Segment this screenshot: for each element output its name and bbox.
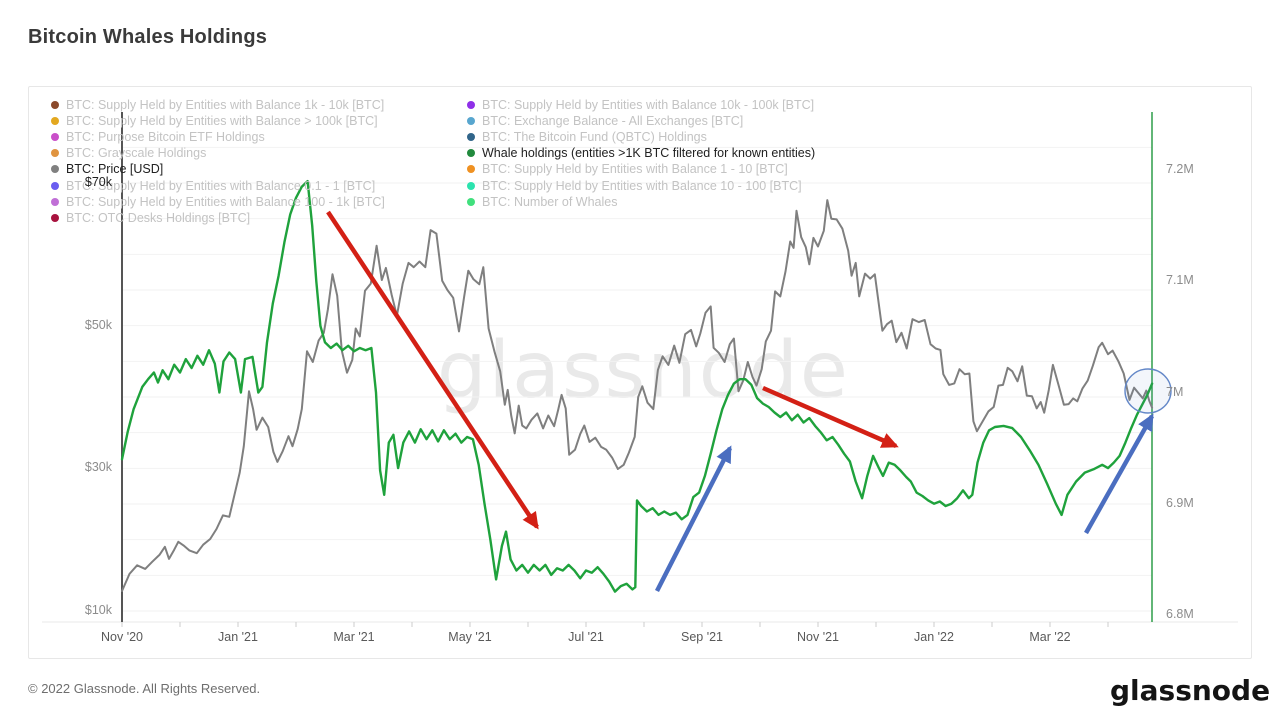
- legend-label: BTC: Grayscale Holdings: [66, 146, 207, 161]
- legend-label: BTC: Supply Held by Entities with Balanc…: [66, 98, 385, 113]
- legend-item[interactable]: BTC: Supply Held by Entities with Balanc…: [51, 177, 385, 193]
- legend-dot-icon: [51, 117, 59, 126]
- y-axis-label-holdings: 7M: [1166, 384, 1184, 399]
- legend-label: BTC: OTC Desks Holdings [BTC]: [66, 210, 251, 225]
- glassnode-logo: glassnode: [1110, 674, 1271, 707]
- legend-dot-icon: [467, 197, 475, 206]
- y-axis-label-holdings: 6.9M: [1166, 495, 1194, 510]
- legend-label: BTC: Supply Held by Entities with Balanc…: [66, 114, 378, 129]
- legend-item[interactable]: BTC: Exchange Balance - All Exchanges [B…: [467, 113, 815, 129]
- legend-label: Whale holdings (entities >1K BTC filtere…: [482, 146, 816, 161]
- legend-right-column: BTC: Supply Held by Entities with Balanc…: [467, 97, 815, 210]
- legend-item[interactable]: BTC: Supply Held by Entities with Balanc…: [51, 113, 385, 129]
- legend-label: BTC: Supply Held by Entities with Balanc…: [66, 194, 385, 209]
- legend-item[interactable]: BTC: Price [USD]: [51, 161, 385, 177]
- legend-dot-icon: [51, 101, 59, 110]
- x-axis-label: Nov '20: [101, 630, 143, 644]
- legend-item[interactable]: BTC: Grayscale Holdings: [51, 145, 385, 161]
- legend-dot-icon: [467, 133, 475, 142]
- legend-dot-icon: [467, 181, 475, 190]
- legend-left-column: BTC: Supply Held by Entities with Balanc…: [51, 97, 385, 226]
- highlight-circle: [1124, 368, 1172, 414]
- legend-dot-icon: [467, 101, 475, 110]
- legend-item[interactable]: BTC: Purpose Bitcoin ETF Holdings: [51, 129, 385, 145]
- y-axis-label-price: $30k: [84, 460, 112, 475]
- legend-item[interactable]: BTC: Supply Held by Entities with Balanc…: [51, 97, 385, 113]
- legend-item[interactable]: BTC: Supply Held by Entities with Balanc…: [467, 161, 815, 177]
- legend-dot-icon: [467, 165, 475, 174]
- legend-item[interactable]: BTC: Supply Held by Entities with Balanc…: [467, 97, 815, 113]
- trend-arrow-downtrend-late-2021: [762, 385, 899, 449]
- y-axis-label-holdings: 7.2M: [1166, 162, 1194, 176]
- x-axis-label: Sep '21: [680, 630, 723, 644]
- legend-item[interactable]: BTC: Supply Held by Entities with Balanc…: [51, 194, 385, 210]
- legend-item[interactable]: BTC: Number of Whales: [467, 194, 815, 210]
- legend-item[interactable]: BTC: Supply Held by Entities with Balanc…: [467, 177, 815, 193]
- y-axis-label-price: $10k: [84, 603, 112, 617]
- x-axis-label: Mar '21: [333, 630, 375, 644]
- legend-label: BTC: Supply Held by Entities with Balanc…: [482, 178, 802, 193]
- copyright-text: © 2022 Glassnode. All Rights Reserved.: [28, 681, 261, 696]
- legend-label: BTC: Exchange Balance - All Exchanges [B…: [482, 114, 744, 129]
- trend-arrow-downtrend-2021: [326, 210, 539, 530]
- price-line: [121, 199, 1154, 592]
- legend-item[interactable]: Whale holdings (entities >1K BTC filtere…: [467, 145, 815, 161]
- legend-label: BTC: The Bitcoin Fund (QBTC) Holdings: [482, 130, 707, 145]
- legend-dot-icon: [467, 149, 475, 158]
- x-axis-label: Nov '21: [797, 630, 839, 644]
- x-axis-label: May '21: [448, 630, 492, 644]
- legend-label: BTC: Supply Held by Entities with Balanc…: [482, 98, 815, 113]
- trend-arrow-uptrend-2022: [1084, 413, 1154, 535]
- whale-holdings-line: [120, 179, 1154, 593]
- legend-dot-icon: [51, 181, 59, 190]
- x-axis-label: Jan '22: [914, 630, 954, 644]
- x-axis-label: Mar '22: [1029, 630, 1071, 644]
- legend-label: BTC: Supply Held by Entities with Balanc…: [482, 162, 788, 177]
- y-axis-label-holdings: 7.1M: [1166, 273, 1194, 288]
- legend-item[interactable]: BTC: OTC Desks Holdings [BTC]: [51, 210, 385, 226]
- legend-dot-icon: [51, 149, 59, 158]
- trend-arrow-uptrend-summer-2021: [654, 445, 733, 593]
- legend-label: BTC: Price [USD]: [66, 162, 164, 177]
- legend-label: BTC: Purpose Bitcoin ETF Holdings: [66, 130, 265, 145]
- legend-item[interactable]: BTC: The Bitcoin Fund (QBTC) Holdings: [467, 129, 815, 145]
- y-axis-label-holdings: 6.8M: [1166, 607, 1194, 621]
- legend-dot-icon: [51, 133, 59, 142]
- y-axis-label-price: $50k: [84, 317, 112, 332]
- legend-dot-icon: [51, 197, 59, 206]
- legend-dot-icon: [467, 117, 475, 126]
- x-axis-label: Jan '21: [218, 630, 258, 644]
- legend-dot-icon: [51, 213, 59, 222]
- legend-label: BTC: Number of Whales: [482, 194, 618, 209]
- legend-dot-icon: [51, 165, 59, 174]
- chart-card: [28, 86, 1252, 659]
- legend-label: BTC: Supply Held by Entities with Balanc…: [66, 178, 376, 193]
- page-title: Bitcoin Whales Holdings: [28, 26, 268, 48]
- y-axis-label-price: $70k: [84, 175, 112, 189]
- x-axis-label: Jul '21: [568, 630, 604, 644]
